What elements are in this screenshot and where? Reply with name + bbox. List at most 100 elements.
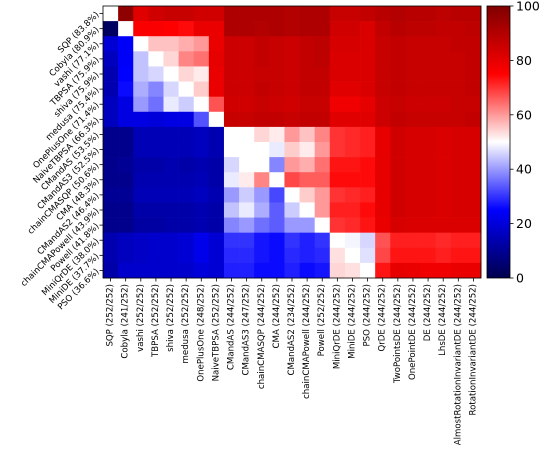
heatmap-cell — [148, 142, 164, 158]
heatmap-cell — [435, 247, 452, 264]
heatmap-cell — [269, 126, 285, 143]
heatmap-cell — [329, 51, 346, 67]
heatmap-cell — [193, 126, 210, 143]
heatmap-cell — [269, 217, 285, 234]
heatmap-cell — [254, 142, 270, 158]
heatmap-cell — [299, 217, 316, 234]
x-tick-label: DE (244/252) — [423, 284, 433, 341]
x-tick-label: OnePointDE (244/252) — [408, 284, 418, 380]
heatmap-cell — [299, 66, 316, 82]
heatmap-cell — [284, 232, 300, 249]
heatmap-cell — [375, 66, 391, 82]
heatmap-cell — [208, 126, 225, 143]
heatmap-cell — [329, 96, 346, 113]
heatmap-cell — [299, 126, 316, 143]
heatmap-cell — [390, 51, 406, 67]
heatmap-cell — [223, 36, 240, 52]
heatmap-cell — [163, 232, 179, 249]
heatmap-cell — [405, 66, 421, 82]
heatmap-cell — [314, 217, 331, 234]
heatmap-cell — [193, 202, 210, 218]
heatmap-cell — [299, 6, 316, 22]
heatmap-cell — [254, 6, 270, 22]
heatmap-cell — [420, 111, 436, 128]
heatmap-cell — [269, 187, 285, 203]
heatmap-cell — [420, 142, 436, 158]
heatmap-cell — [360, 36, 376, 52]
heatmap-cell — [329, 232, 346, 249]
heatmap-cell — [254, 111, 270, 128]
colorbar-tick-label: 100 — [516, 0, 540, 14]
heatmap-cell — [360, 51, 376, 67]
heatmap-cell — [163, 6, 179, 22]
heatmap-cell — [390, 111, 406, 128]
heatmap-cell — [163, 36, 179, 52]
heatmap-cell — [405, 262, 421, 279]
heatmap-cell — [420, 21, 436, 37]
heatmap-cell — [193, 111, 210, 128]
heatmap-cell — [390, 66, 406, 82]
heatmap-cell — [148, 232, 164, 249]
heatmap-cell — [360, 126, 376, 143]
heatmap-cell — [118, 36, 134, 52]
x-tick-label: SQP (252/252) — [106, 284, 116, 347]
heatmap-cell — [329, 262, 346, 279]
heatmap-cell — [420, 247, 436, 264]
heatmap-cell — [405, 217, 421, 234]
heatmap-cell — [118, 247, 134, 264]
heatmap-cell — [178, 51, 195, 67]
heatmap-cell — [450, 142, 467, 158]
x-tick-label: TBPSA (252/252) — [151, 284, 161, 358]
heatmap-cell — [299, 262, 316, 279]
heatmap-cell — [420, 202, 436, 218]
heatmap-cell — [254, 66, 270, 82]
x-tick-label: PSO (244/252) — [363, 284, 373, 347]
heatmap-cell — [103, 81, 119, 98]
heatmap-cell — [329, 21, 346, 37]
heatmap-cell — [314, 81, 331, 98]
heatmap-cell — [284, 81, 300, 98]
heatmap-cell — [148, 202, 164, 218]
heatmap-cell — [178, 247, 195, 264]
x-tick-label: NaiveTBPSA (252/252) — [211, 284, 221, 381]
heatmap-cell — [435, 157, 452, 173]
heatmap-cell — [420, 51, 436, 67]
heatmap-cell — [254, 21, 270, 37]
heatmap-cell — [405, 96, 421, 113]
heatmap-cell — [420, 232, 436, 249]
heatmap-cell — [284, 36, 300, 52]
heatmap-cell — [450, 247, 467, 264]
heatmap-cell — [103, 111, 119, 128]
heatmap-cell — [193, 247, 210, 264]
x-tick-label: medusa (252/252) — [181, 284, 191, 363]
x-tick-label: QrDE (244/252) — [378, 284, 388, 351]
heatmap-cell — [375, 96, 391, 113]
heatmap-cell — [465, 36, 482, 52]
heatmap-cell — [390, 81, 406, 98]
heatmap-cell — [163, 142, 179, 158]
heatmap-cell — [420, 187, 436, 203]
heatmap-cell — [239, 36, 255, 52]
heatmap-cell — [465, 6, 482, 22]
heatmap-cell — [344, 172, 361, 188]
heatmap-cell — [118, 81, 134, 98]
heatmap-cell — [375, 262, 391, 279]
heatmap-cell — [239, 217, 255, 234]
heatmap-cell — [465, 202, 482, 218]
heatmap-cell — [360, 142, 376, 158]
heatmap-cell — [208, 262, 225, 279]
heatmap-cell — [314, 142, 331, 158]
heatmap-cell — [269, 6, 285, 22]
heatmap-cell — [118, 66, 134, 82]
heatmap-cell — [163, 262, 179, 279]
heatmap-cell — [133, 96, 149, 113]
heatmap-cell — [118, 96, 134, 113]
heatmap-cell — [178, 36, 195, 52]
heatmap-cell — [329, 187, 346, 203]
heatmap-cell — [193, 66, 210, 82]
heatmap-cell — [420, 262, 436, 279]
heatmap-cell — [329, 142, 346, 158]
heatmap-cell — [329, 6, 346, 22]
heatmap-cell — [118, 51, 134, 67]
heatmap-cell — [465, 262, 482, 279]
